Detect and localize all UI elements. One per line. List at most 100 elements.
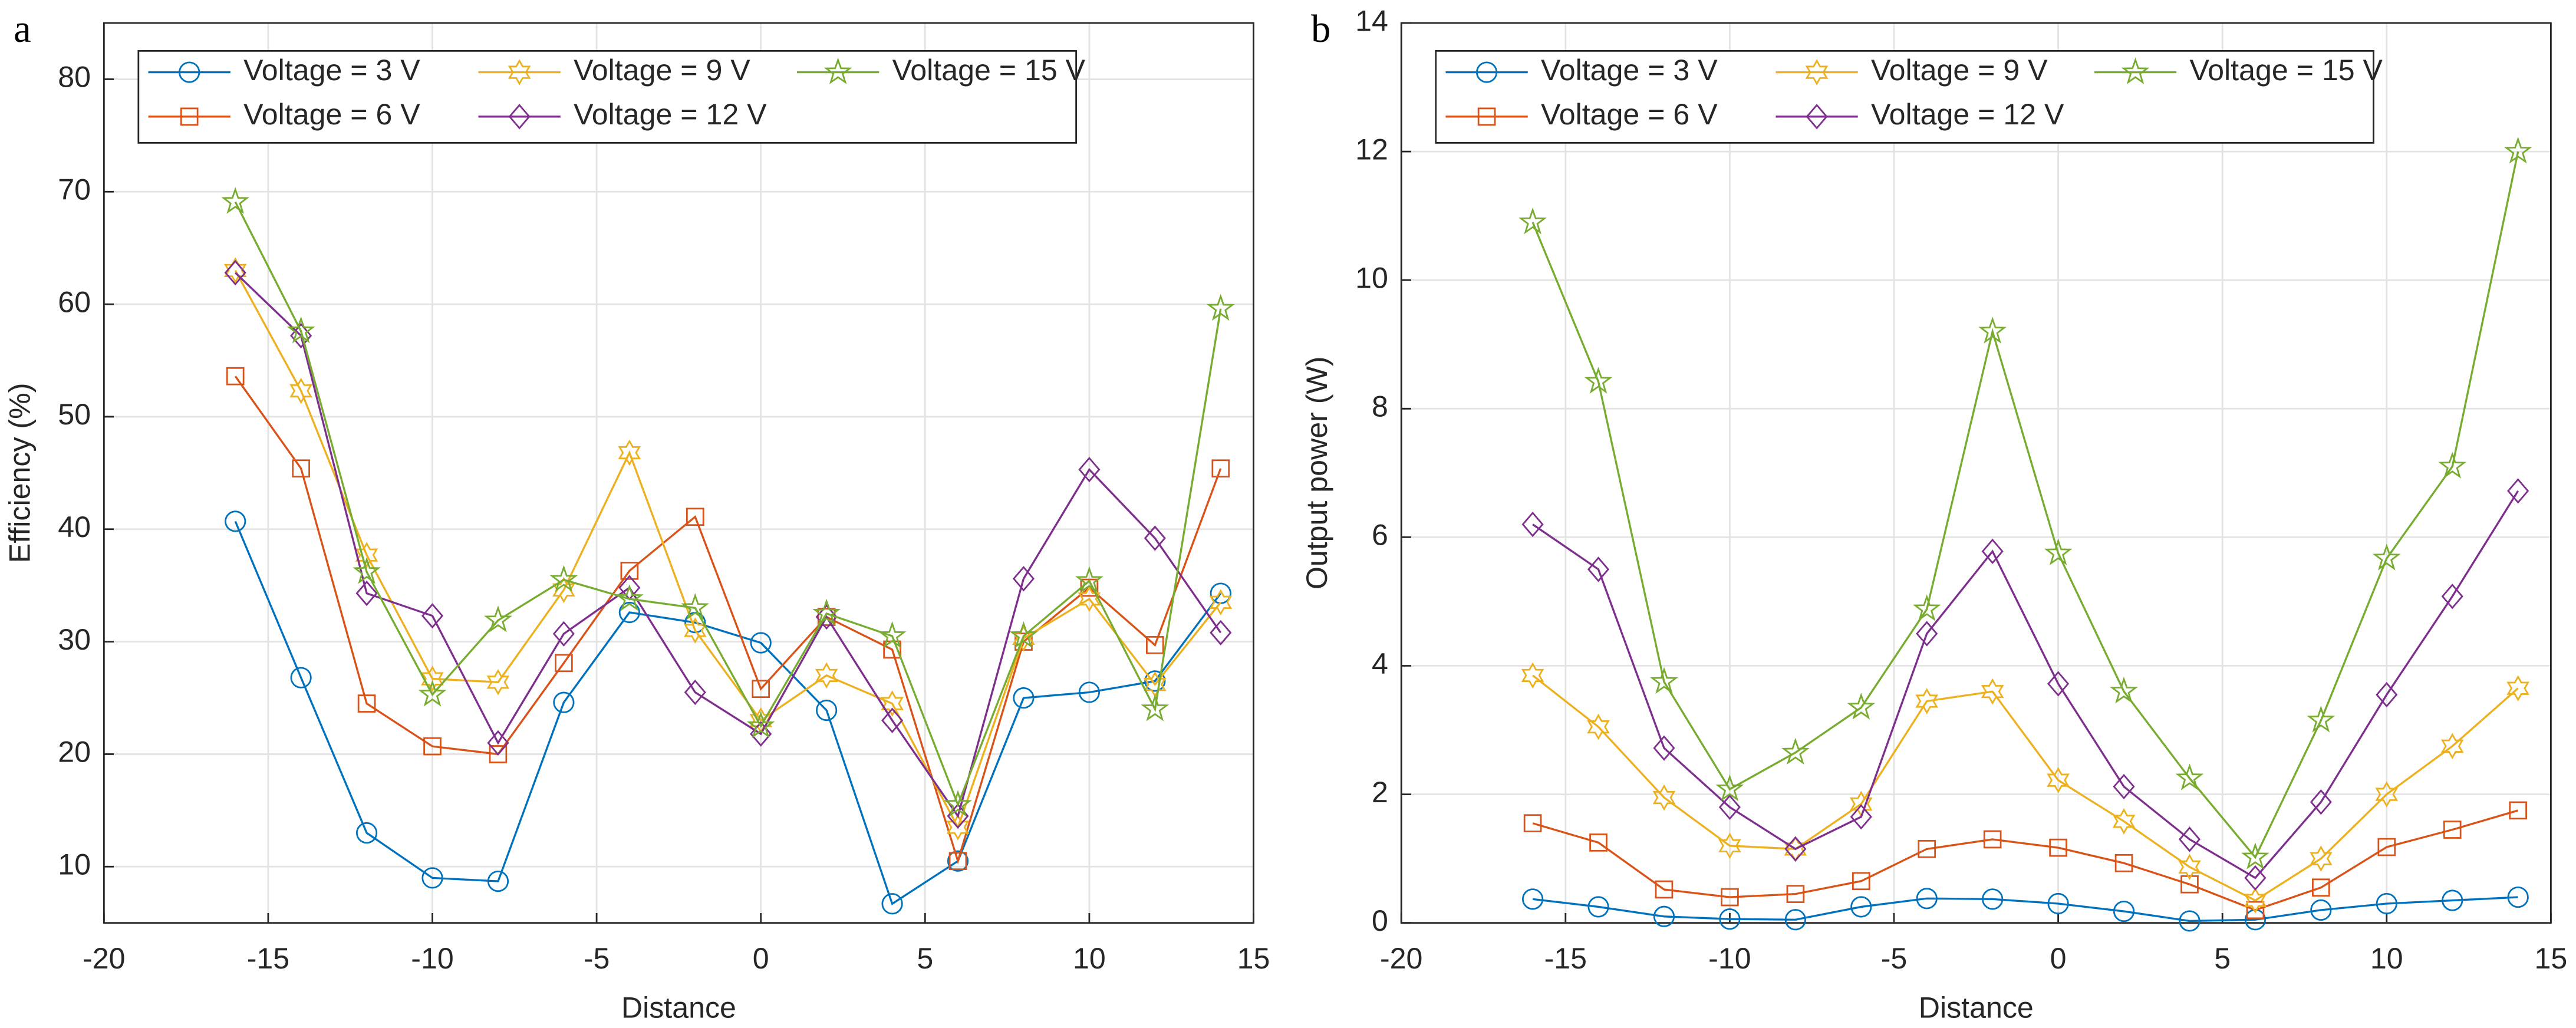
y-axis-label: Output power (W) (1300, 357, 1333, 590)
marker (1587, 556, 1610, 582)
marker (1721, 888, 1739, 907)
marker (357, 694, 376, 713)
marker (2180, 875, 2199, 894)
marker (944, 790, 972, 817)
marker (2241, 842, 2269, 869)
series-line (234, 270, 1222, 830)
marker (881, 707, 904, 733)
legend-label: Voltage = 3 V (243, 54, 420, 87)
x-tick-label: -20 (1380, 942, 1422, 975)
marker (286, 316, 315, 344)
marker (1075, 566, 1103, 593)
marker (1718, 832, 1741, 859)
marker (1477, 107, 1496, 126)
marker (1981, 538, 2004, 565)
legend-label: Voltage = 12 V (1871, 98, 2064, 131)
marker (221, 187, 250, 214)
y-tick-label: 70 (58, 173, 91, 206)
marker (878, 621, 907, 648)
marker (355, 822, 378, 844)
marker (1653, 905, 1675, 927)
marker (2441, 584, 2463, 609)
series-line (235, 272, 1222, 819)
marker (1653, 735, 1675, 761)
marker (2112, 808, 2136, 835)
marker (2246, 901, 2265, 920)
marker (2044, 538, 2073, 566)
marker (1983, 830, 2002, 849)
marker (1210, 620, 1232, 645)
marker (1587, 713, 1610, 740)
marker (508, 59, 531, 85)
y-tick-label: 0 (1372, 904, 1388, 937)
marker (2509, 801, 2527, 820)
marker (2507, 478, 2529, 504)
y-tick-label: 14 (1355, 4, 1388, 37)
marker (618, 439, 641, 466)
marker (618, 601, 640, 624)
marker (2113, 900, 2135, 922)
x-tick-label: -5 (584, 942, 610, 975)
y-axis-label: Efficiency (%) (3, 383, 36, 563)
marker (1652, 784, 1676, 811)
marker (421, 867, 443, 889)
marker (1850, 804, 1872, 830)
x-tick-label: -15 (247, 942, 289, 975)
marker (1786, 885, 1805, 903)
series-line (234, 520, 1222, 905)
marker (1915, 688, 1939, 714)
marker (1144, 525, 1166, 551)
marker (1206, 294, 1235, 321)
marker (1978, 317, 2007, 344)
legend-label: Voltage = 15 V (2189, 54, 2383, 87)
series-line (1532, 674, 2519, 902)
marker (752, 680, 770, 698)
legend-label: Voltage = 3 V (1541, 54, 1718, 87)
marker (1850, 896, 1872, 918)
legend-label: Voltage = 12 V (574, 98, 767, 131)
marker (1523, 814, 1542, 832)
marker (1916, 888, 1938, 910)
y-tick-label: 12 (1355, 133, 1388, 166)
axes-box (1400, 22, 2552, 924)
marker (681, 593, 710, 620)
marker (1521, 511, 1544, 538)
marker (1719, 908, 1741, 930)
marker (2179, 910, 2201, 932)
y-tick-label: 60 (58, 285, 91, 318)
series-line (1532, 490, 2519, 879)
marker (223, 257, 247, 284)
y-tick-label: 50 (58, 398, 91, 431)
x-tick-label: 10 (2370, 942, 2403, 975)
marker (684, 679, 706, 706)
marker (815, 662, 838, 689)
marker (292, 459, 310, 478)
x-tick-label: -15 (1544, 942, 1587, 975)
marker (1013, 687, 1035, 709)
marker (1078, 681, 1101, 703)
marker (1847, 693, 1876, 720)
legend-box (137, 50, 1078, 144)
marker (2047, 892, 2069, 915)
marker (489, 745, 508, 763)
y-tick-label: 40 (58, 510, 91, 543)
series-line (1532, 896, 2518, 922)
marker (1981, 678, 2004, 705)
legend-label: Voltage = 6 V (243, 98, 420, 131)
marker (2310, 789, 2332, 815)
marker (1916, 621, 1938, 647)
y-tick-label: 6 (1372, 519, 1388, 552)
marker (1144, 670, 1166, 692)
marker (423, 737, 442, 756)
marker (946, 814, 970, 841)
marker (1521, 662, 1544, 689)
marker (2310, 845, 2333, 872)
marker (2310, 899, 2332, 921)
marker (355, 542, 378, 568)
marker (549, 565, 578, 592)
marker (2049, 838, 2067, 857)
legend-label: Voltage = 15 V (892, 54, 1086, 87)
marker (2307, 706, 2335, 733)
marker (1209, 589, 1233, 616)
marker (1146, 636, 1164, 654)
